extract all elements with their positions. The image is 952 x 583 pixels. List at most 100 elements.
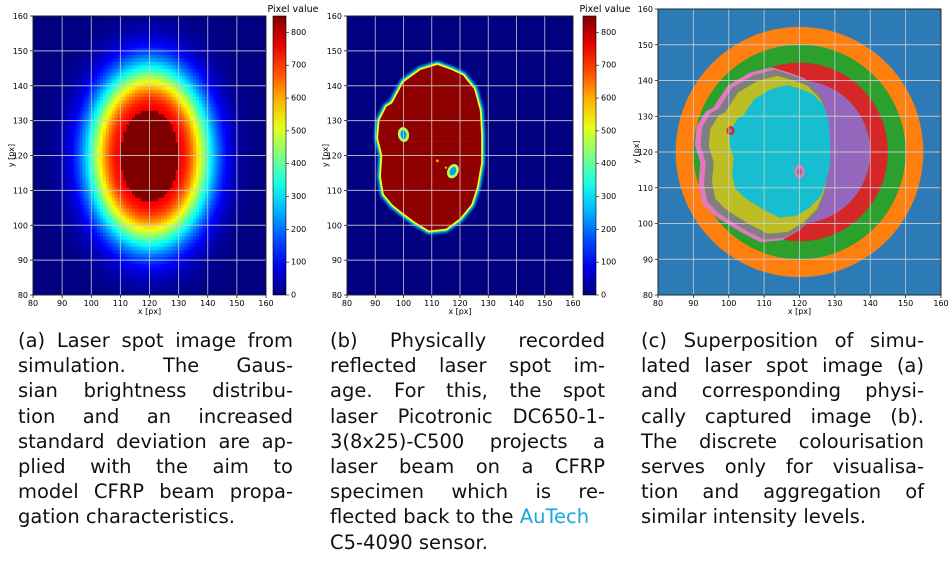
heatmap-cell	[187, 50, 191, 55]
heatmap-cell	[129, 68, 133, 73]
heatmap-cell	[120, 19, 124, 24]
heatmap-cell	[59, 225, 63, 230]
heatmap-cell	[126, 172, 130, 178]
heatmap-cell	[161, 263, 165, 268]
heatmap-cell	[155, 57, 159, 62]
heatmap-cell	[44, 214, 49, 219]
heatmap-cell	[97, 218, 101, 223]
heatmap-cell	[166, 158, 171, 164]
heatmap-cell	[35, 207, 40, 212]
heatmap-cell	[155, 158, 159, 164]
heatmap-cell	[33, 214, 37, 219]
heatmap-cell	[146, 246, 151, 251]
heatmap-cell	[199, 162, 203, 167]
heatmap-cell	[178, 284, 183, 289]
heatmap-cell	[33, 193, 37, 198]
heatmap-cell	[97, 214, 101, 219]
heatmap-cell	[70, 64, 75, 69]
heatmap-cell	[149, 179, 154, 184]
heatmap-cell	[56, 40, 60, 45]
heatmap-cell	[196, 204, 200, 209]
heatmap-cell	[91, 82, 95, 87]
heatmap-cell	[99, 124, 104, 129]
heatmap-cell	[129, 124, 133, 129]
heatmap-cell	[143, 158, 148, 164]
heatmap-cell	[41, 68, 46, 73]
heatmap-cell	[114, 277, 119, 282]
heatmap-cell	[181, 162, 186, 167]
heatmap-cell	[38, 152, 43, 157]
heatmap-cell	[190, 190, 194, 195]
heatmap-cell	[190, 103, 194, 108]
heatmap-cell	[38, 26, 43, 31]
heatmap-cell	[62, 214, 66, 219]
heatmap-cell	[172, 64, 177, 69]
heatmap-cell	[199, 291, 203, 295]
heatmap-cell	[178, 113, 183, 118]
heatmap-cell	[56, 249, 60, 254]
heatmap-cell	[108, 134, 113, 139]
heatmap-cell	[199, 186, 203, 191]
heatmap-cell	[108, 57, 113, 62]
heatmap-cell	[44, 204, 49, 209]
heatmap-cell	[82, 214, 87, 219]
heatmap-cell	[85, 68, 89, 73]
heatmap-cell	[193, 155, 197, 160]
heatmap-cell	[105, 99, 110, 104]
heatmap-cell	[44, 242, 49, 247]
heatmap-cell	[158, 61, 162, 66]
heatmap-cell	[79, 117, 84, 122]
heatmap-cell	[164, 124, 168, 129]
heatmap-cell	[178, 29, 183, 35]
heatmap-cell	[207, 179, 212, 184]
heatmap-cell	[50, 141, 54, 146]
heatmap-cell	[99, 110, 104, 115]
heatmap-cell	[169, 16, 174, 21]
heatmap-cell	[204, 274, 209, 279]
heatmap-cell	[181, 218, 186, 223]
heatmap-cell	[193, 138, 197, 143]
heatmap-cell	[108, 155, 113, 160]
heatmap-cell	[108, 127, 113, 132]
heatmap-cell	[143, 218, 148, 223]
heatmap-cell	[158, 113, 162, 118]
heatmap-cell	[169, 242, 174, 247]
heatmap-cell	[169, 260, 174, 265]
heatmap-cell	[201, 22, 206, 28]
heatmap-cell	[120, 29, 124, 35]
heatmap-cell	[187, 99, 191, 104]
heatmap-cell	[178, 50, 183, 55]
heatmap-cell	[111, 214, 116, 219]
heatmap-cell	[204, 145, 209, 150]
heatmap-cell	[207, 16, 212, 21]
heatmap-cell	[181, 26, 186, 31]
heatmap-cell	[152, 284, 156, 289]
heatmap-cell	[207, 218, 212, 223]
heatmap-cell	[146, 145, 151, 150]
heatmap-cell	[59, 221, 63, 226]
heatmap-cell	[166, 263, 171, 268]
heatmap-cell	[193, 75, 197, 80]
heatmap-cell	[132, 214, 136, 219]
heatmap-cell	[70, 211, 75, 216]
heatmap-cell	[201, 75, 206, 80]
heatmap-cell	[169, 165, 174, 171]
heatmap-cell	[172, 33, 177, 38]
heatmap-cell	[146, 169, 151, 174]
heatmap-cell	[117, 131, 121, 136]
heatmap-cell	[126, 225, 130, 230]
heatmap-cell	[94, 204, 98, 209]
heatmap-cell	[129, 155, 133, 160]
heatmap-cell	[47, 85, 52, 90]
heatmap-cell	[76, 113, 81, 118]
heatmap-cell	[114, 26, 119, 31]
heatmap-cell	[199, 239, 203, 244]
heatmap-cell	[120, 99, 124, 104]
heatmap-cell	[108, 82, 113, 87]
heatmap-cell	[108, 169, 113, 174]
heatmap-cell	[158, 131, 162, 136]
heatmap-cell	[117, 110, 121, 115]
heatmap-cell	[108, 204, 113, 209]
heatmap-cell	[201, 235, 206, 240]
heatmap-cell	[67, 218, 72, 223]
